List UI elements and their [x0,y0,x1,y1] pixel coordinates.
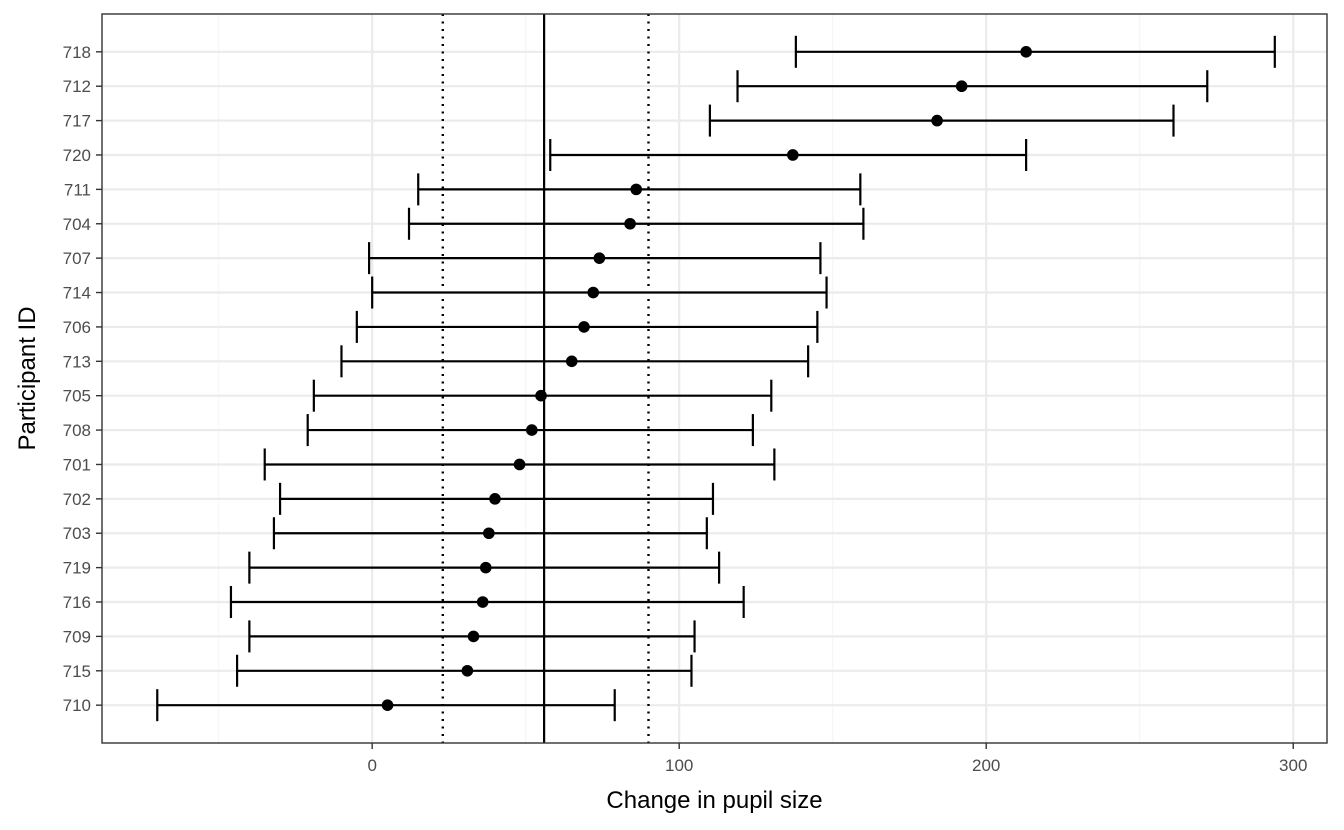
y-tick-label: 718 [63,43,91,62]
error-bars [156,35,1276,722]
y-tick-label: 708 [63,421,91,440]
y-axis: 718 712 717 720 711 704 707 714 706 713 705 708 701 7… [63,43,102,715]
data-point [931,114,943,127]
y-tick-label: 719 [63,559,91,578]
y-tick-label: 701 [63,455,91,474]
y-tick-label: 710 [63,696,91,715]
y-tick-label: 706 [63,318,91,337]
data-point [630,183,643,196]
y-tick-label: 716 [63,593,91,612]
error-bar [794,35,1276,68]
y-tick-label: 714 [63,284,91,303]
data-point [624,217,636,230]
y-tick-label: 705 [63,387,91,406]
data-point [535,389,547,402]
y-tick-label: 703 [63,524,91,543]
data-point [467,630,480,643]
y-tick-label: 702 [63,490,91,509]
x-tick-label: 0 [367,756,376,775]
error-bar [407,207,865,240]
data-point [955,80,968,93]
x-axis-title: Change in pupil size [606,787,822,814]
data-point [578,321,590,333]
error-bar [371,276,828,309]
data-point [526,424,538,436]
y-tick-label: 720 [63,146,91,165]
x-tick-label: 200 [972,756,1000,775]
point-estimates [381,46,1032,711]
data-point [381,699,394,711]
y-tick-label: 713 [63,352,91,371]
y-tick-label: 711 [64,180,91,199]
data-point [593,252,606,264]
x-tick-label: 300 [1279,756,1307,775]
y-tick-label: 704 [63,215,91,234]
error-bar [736,70,1209,103]
y-tick-label: 709 [63,627,91,646]
data-point [483,527,495,540]
y-tick-label: 707 [63,249,91,268]
y-tick-label: 717 [63,112,91,131]
data-point [489,493,501,505]
reference-lines [441,14,650,743]
y-tick-label: 712 [63,77,91,96]
data-point [476,596,489,608]
data-point [479,561,492,574]
panel-border [101,13,1328,744]
data-point [565,355,578,368]
x-axis: 0 100 200 300 [367,743,1307,775]
x-tick-label: 100 [665,756,693,775]
data-point [1020,46,1032,58]
data-point [587,286,600,299]
y-axis-title: Participant ID [14,306,41,450]
data-point [513,458,526,471]
data-point [786,149,799,161]
data-point [461,664,474,677]
y-tick-label: 715 [63,662,91,681]
grid [102,14,1327,743]
